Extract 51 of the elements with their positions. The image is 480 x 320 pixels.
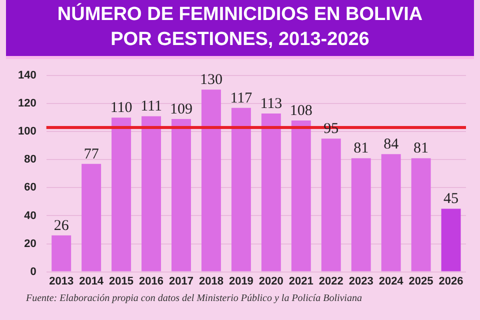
data-label: 77	[84, 146, 100, 162]
bar	[142, 116, 162, 272]
bar	[411, 158, 431, 272]
y-tick-label: 140	[18, 70, 36, 82]
data-label: 81	[354, 140, 369, 157]
x-tick-label: 2025	[408, 275, 434, 288]
y-tick-label: 20	[24, 238, 36, 250]
data-label: 111	[140, 98, 162, 115]
bar	[52, 235, 72, 272]
data-label: 110	[110, 100, 132, 116]
y-tick-label: 40	[24, 210, 36, 222]
y-tick-label: 0	[30, 266, 36, 278]
bar	[172, 119, 191, 272]
bar	[231, 108, 251, 272]
x-tick-label: 2017	[168, 275, 194, 288]
x-tick-label: 2013	[49, 275, 74, 288]
bar	[291, 120, 311, 272]
bar	[112, 118, 132, 272]
bar	[82, 164, 102, 272]
data-label: 117	[230, 90, 253, 106]
data-label: 84	[384, 136, 400, 153]
source-note: Fuente: Elaboración propia con datos del Ministerio Público y la Policía Boliviana	[26, 293, 363, 304]
y-tick-label: 100	[18, 126, 36, 138]
x-tick-label: 2016	[139, 275, 164, 288]
data-label: 109	[170, 101, 192, 118]
bar	[381, 154, 401, 272]
data-label: 108	[290, 102, 312, 119]
data-label: 81	[414, 140, 429, 157]
x-tick-label: 2023	[348, 275, 374, 288]
y-tick-label: 80	[24, 154, 36, 166]
bar	[321, 138, 341, 272]
x-tick-label: 2026	[438, 275, 464, 288]
x-tick-label: 2014	[79, 275, 104, 288]
bar	[351, 158, 371, 272]
x-tick-label: 2022	[318, 275, 344, 288]
bar	[261, 113, 281, 272]
data-label: 130	[200, 72, 222, 88]
x-tick-label: 2024	[378, 275, 404, 288]
y-tick-label: 60	[24, 182, 36, 194]
x-tick-label: 2015	[109, 275, 134, 288]
bar	[201, 90, 221, 272]
bar	[441, 208, 461, 272]
data-label: 113	[260, 96, 282, 112]
x-tick-label: 2021	[288, 275, 314, 288]
y-tick-label: 120	[18, 98, 36, 110]
x-tick-label: 2020	[258, 275, 284, 288]
data-label: 45	[444, 191, 459, 208]
x-tick-label: 2018	[198, 275, 224, 288]
x-tick-label: 2019	[228, 275, 254, 288]
chart-title: NÚMERO DE FEMINICIDIOS EN BOLIVIA POR GESTIONES, 2013-2026	[6, 0, 474, 59]
data-label: 26	[54, 218, 70, 234]
